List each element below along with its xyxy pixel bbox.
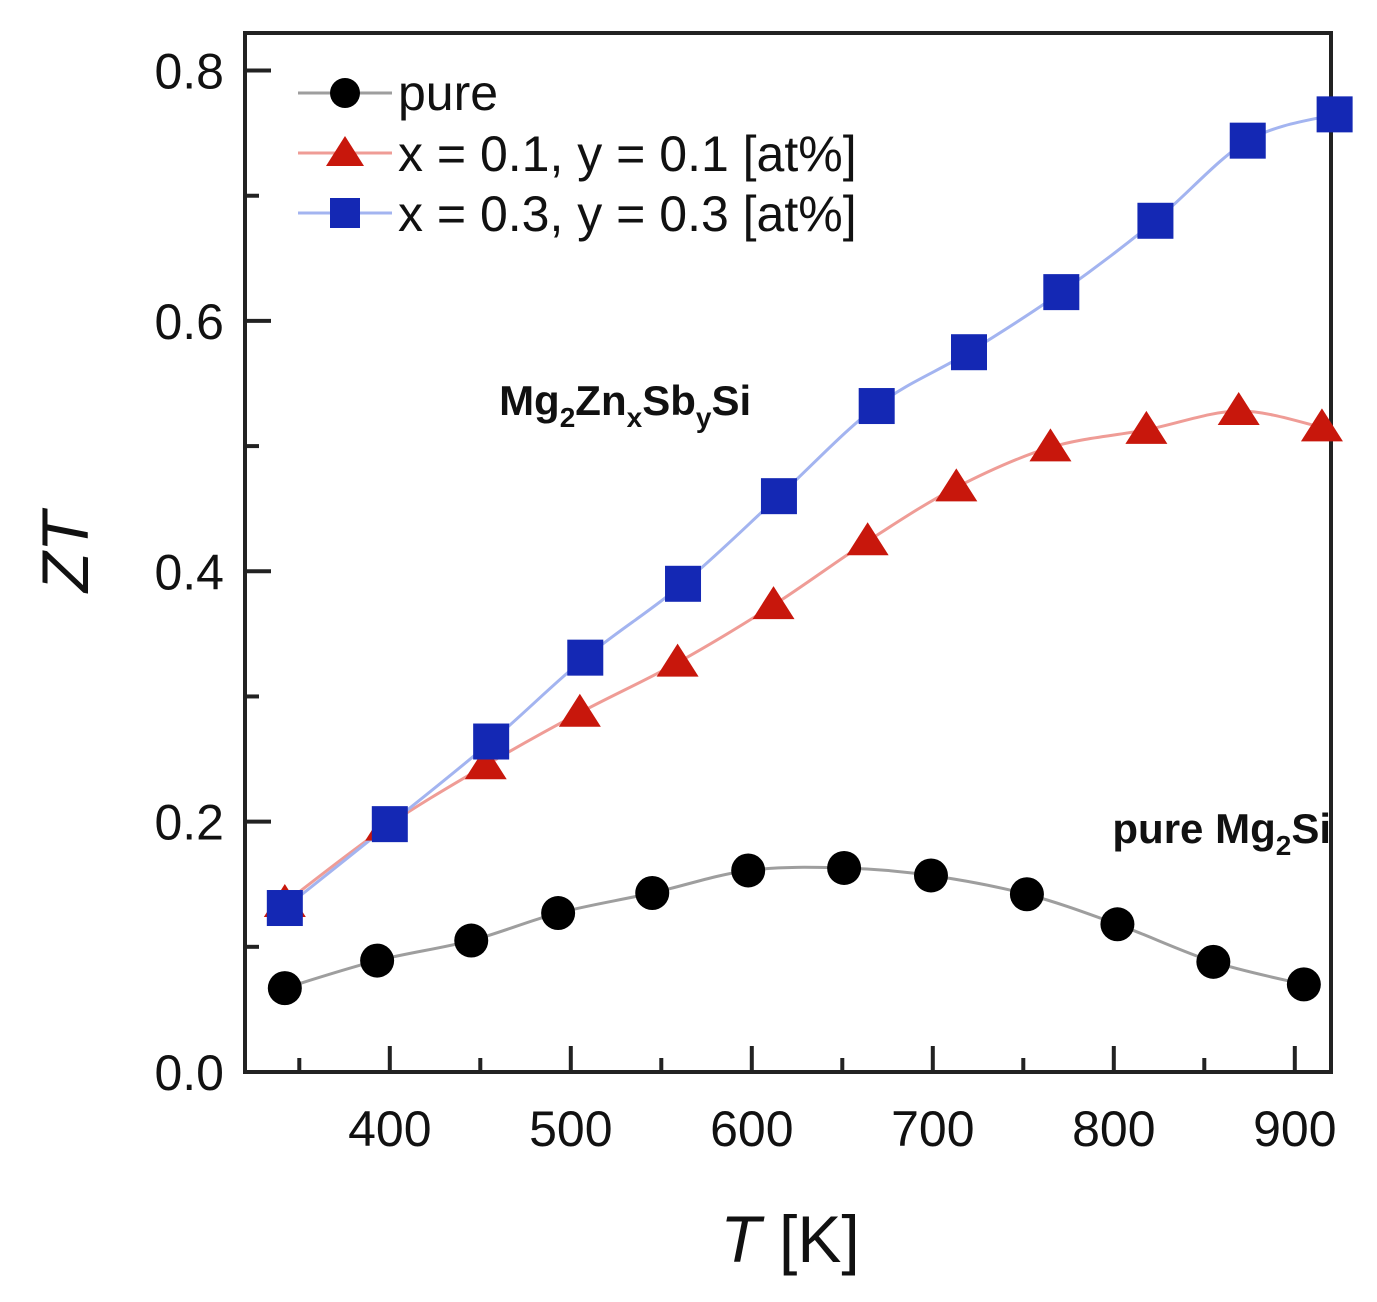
y-tick-label: 0.8 [154,44,224,100]
x-tick-label: 900 [1253,1101,1336,1157]
x-axis-title: T [K] [720,1202,859,1276]
data-point-square [1043,274,1080,311]
data-point-square [371,806,408,843]
data-point-triangle [752,586,795,620]
x-tick-labels: 400 500 600 700 800 900 [348,1101,1336,1157]
data-point-triangle [1217,392,1260,426]
data-point-square [266,890,303,927]
data-point-circle [1196,944,1231,979]
data-point-triangle [1300,408,1343,442]
pure-label-si: Si [1291,805,1331,852]
data-point-circle [360,943,395,978]
data-point-triangle [1029,428,1072,462]
series-line-circle [284,865,1305,990]
data-point-square [1137,202,1174,239]
legend-marker-square [330,198,360,228]
data-point-square [567,639,604,676]
legend: pure x = 0.1, y = 0.1 [at%] x = 0.3, y =… [298,65,857,242]
y-tick-label: 0.0 [154,1045,224,1101]
data-point-triangle [846,522,889,556]
data-point-square [1316,96,1353,133]
legend-marker-triangle [326,136,364,166]
data-point-square [760,478,797,515]
x-tick-label: 600 [710,1101,793,1157]
formula-zn: Zn [575,377,626,424]
legend-entry-x03: x = 0.3, y = 0.3 [at%] [298,186,857,242]
data-point-circle [1286,967,1321,1002]
data-point-circle [731,853,766,888]
data-point-triangle [464,746,507,780]
formula-mg: Mg [499,377,560,424]
x-tick-label: 800 [1072,1101,1155,1157]
y-tick-label: 0.2 [154,795,224,851]
formula-sub-y: y [696,402,712,433]
y-tick-label: 0.6 [154,294,224,350]
data-point-circle [1009,877,1044,912]
plot-frame [243,31,1333,1074]
formula-si: Si [711,377,751,424]
data-point-circle [635,875,670,910]
data-point-square [858,388,895,425]
data-point-square [665,565,702,602]
data-point-circle [1100,907,1135,942]
annotation-formula: Mg2ZnxSbySi [499,377,751,433]
annotation-pure-mg2si: pure Mg2Si [1112,805,1331,861]
formula-sb: Sb [642,377,696,424]
legend-entry-pure: pure [298,65,498,121]
legend-label-x03: x = 0.3, y = 0.3 [at%] [398,186,857,242]
legend-entry-x01: x = 0.1, y = 0.1 [at%] [298,126,857,182]
data-point-triangle [935,468,978,502]
x-tick-label: 500 [529,1101,612,1157]
data-point-square [473,723,510,760]
legend-marker-circle [330,78,360,108]
data-point-triangle [1125,410,1168,444]
x-axis-title-T: T [720,1202,765,1276]
pure-label-sub: 2 [1276,830,1292,861]
data-point-triangle [558,693,601,727]
formula-sub-2: 2 [560,402,576,433]
y-axis-title: ZT [28,507,102,594]
data-point-circle [267,971,302,1006]
data-point-circle [913,858,948,893]
x-axis-title-unit: [K] [761,1202,860,1276]
data-point-square [951,334,987,371]
series-lines [283,112,1336,990]
series-markers [263,96,1353,1006]
y-tick-labels: 0.0 0.2 0.4 0.6 0.8 [154,44,224,1101]
data-point-triangle [656,643,699,677]
data-point-circle [541,896,576,931]
data-point-square [1229,122,1266,159]
x-tick-label: 700 [891,1101,974,1157]
formula-sub-x: x [627,402,643,433]
legend-label-x01: x = 0.1, y = 0.1 [at%] [398,126,857,182]
legend-label-pure: pure [398,65,498,121]
x-tick-label: 400 [348,1101,431,1157]
data-point-circle [454,923,489,958]
pure-label-base: pure Mg [1112,805,1275,852]
data-point-circle [827,850,862,885]
y-tick-label: 0.4 [154,544,224,600]
